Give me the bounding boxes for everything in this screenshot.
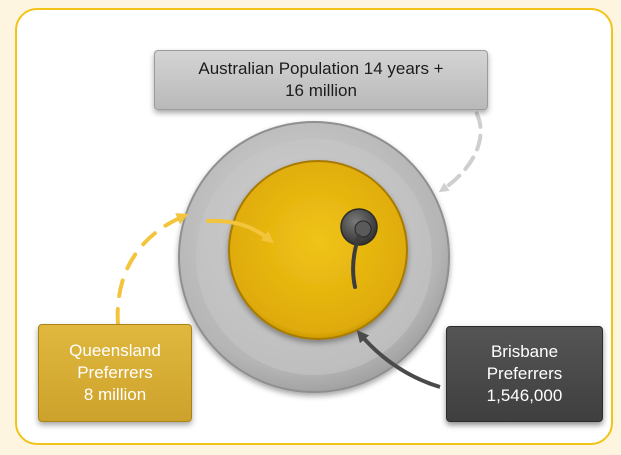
brisbane-label-line2: Preferrers [486,364,563,383]
queensland-preferrers-label: Queensland Preferrers 8 million [38,324,192,422]
brisbane-stem-line [351,234,361,289]
australia-dashed-arrow [438,94,483,193]
queensland-dashed-arrow [115,213,189,327]
australia-population-label: Australian Population 14 years + 16 mill… [154,50,488,110]
brisbane-preferrers-label: Brisbane Preferrers 1,546,000 [446,326,603,422]
queensland-inner-arrow [206,218,274,244]
queensland-label-line1: Queensland [69,341,161,360]
australia-label-line2: 16 million [285,81,357,100]
queensland-preferrers-circle [228,160,408,340]
queensland-label-line3: 8 million [83,385,147,404]
australia-label-line1: Australian Population 14 years + [198,59,444,78]
brisbane-label-line1: Brisbane [490,342,559,361]
queensland-label-line2: Preferrers [77,363,153,382]
brisbane-connector-arrow [356,330,441,389]
brisbane-label-line3: 1,546,000 [486,386,563,405]
